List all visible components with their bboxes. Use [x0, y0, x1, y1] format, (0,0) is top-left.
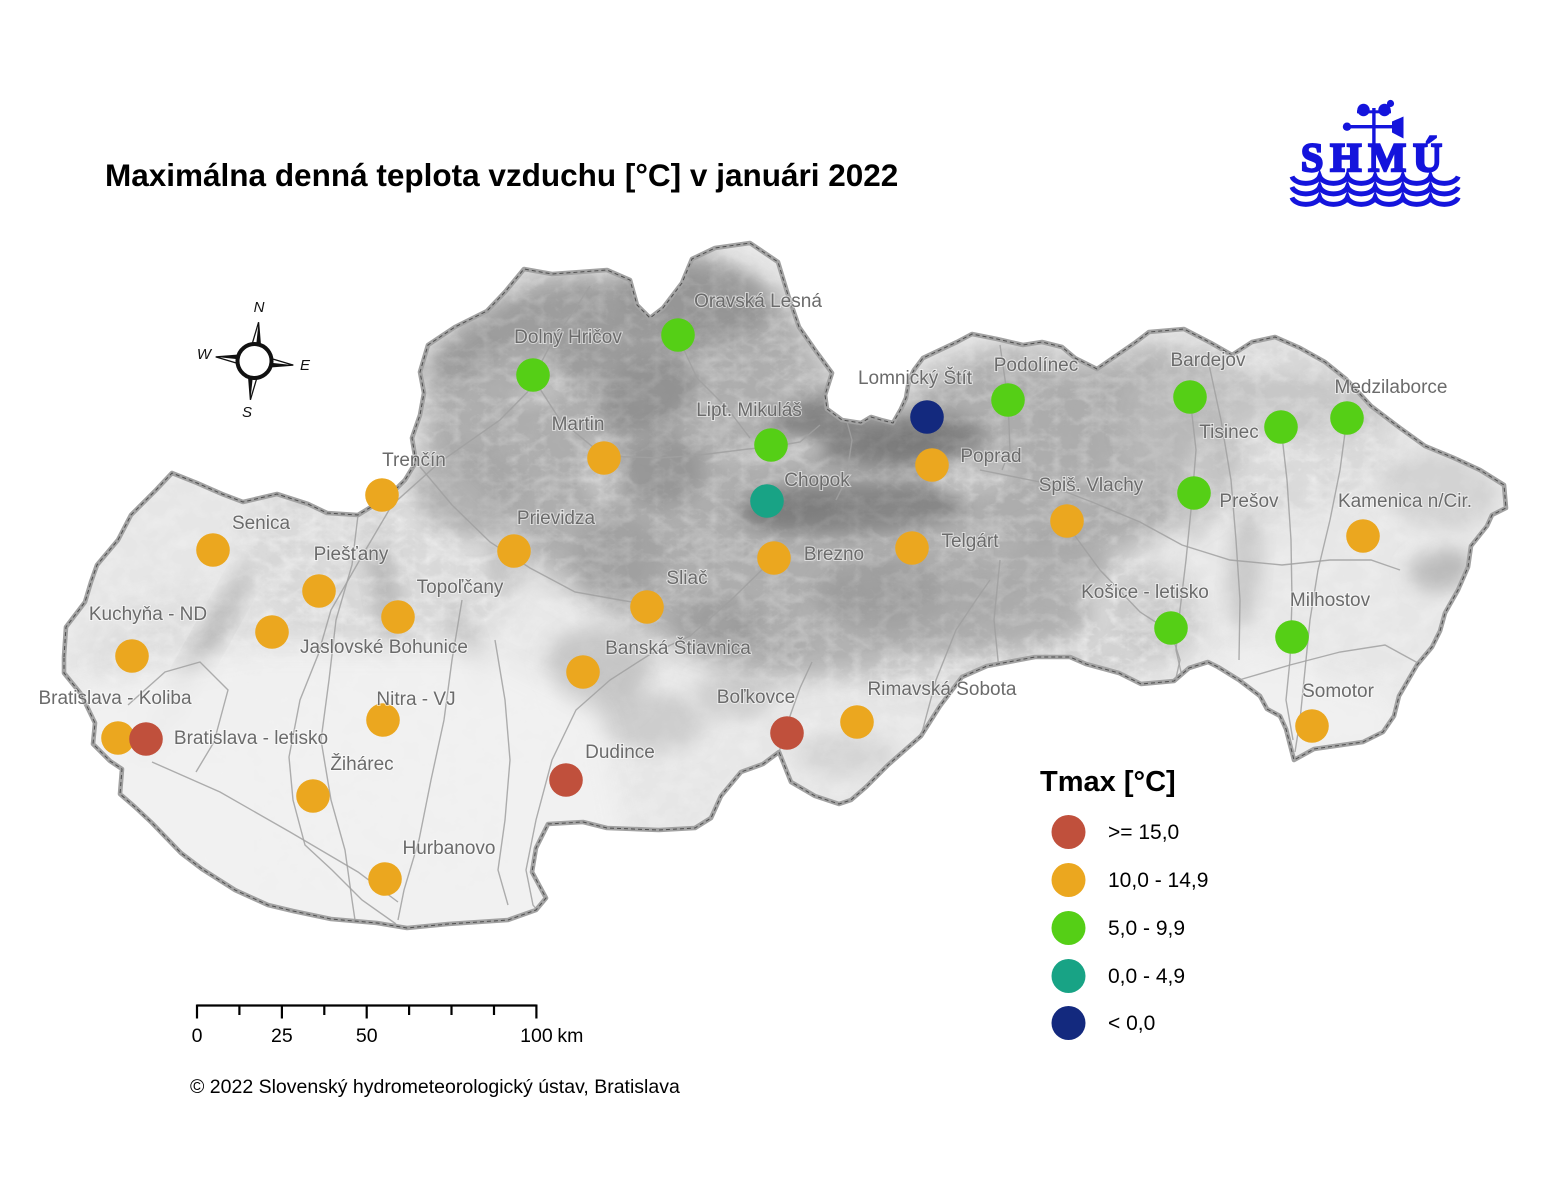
svg-text:SHMÚ: SHMÚ [1301, 135, 1449, 180]
svg-text:N: N [254, 299, 265, 316]
svg-text:Medzilaborce: Medzilaborce [1335, 377, 1448, 398]
svg-text:Boľkovce: Boľkovce [717, 687, 795, 708]
svg-text:km: km [557, 1025, 583, 1047]
svg-text:© 2022 Slovenský hydrometeorol: © 2022 Slovenský hydrometeorologický úst… [190, 1076, 680, 1098]
svg-text:Senica: Senica [232, 513, 291, 534]
svg-text:Sliač: Sliač [666, 568, 707, 589]
svg-text:Poprad: Poprad [960, 446, 1021, 467]
svg-text:Somotor: Somotor [1302, 681, 1374, 702]
svg-text:Chopok: Chopok [784, 470, 850, 491]
svg-text:Milhostov: Milhostov [1290, 590, 1371, 611]
svg-text:0: 0 [192, 1025, 203, 1047]
svg-text:50: 50 [356, 1025, 378, 1047]
svg-text:Oravská Lesná: Oravská Lesná [694, 291, 822, 312]
svg-text:Brezno: Brezno [804, 544, 864, 565]
svg-text:0,0 - 4,9: 0,0 - 4,9 [1108, 965, 1185, 988]
svg-text:Kamenica n/Cir.: Kamenica n/Cir. [1338, 491, 1472, 512]
svg-text:100: 100 [520, 1025, 553, 1047]
svg-text:Tisinec: Tisinec [1199, 422, 1258, 443]
svg-text:25: 25 [271, 1025, 293, 1047]
svg-text:Banská Štiavnica: Banská Štiavnica [605, 637, 751, 659]
svg-text:Lipt. Mikuláš: Lipt. Mikuláš [696, 400, 802, 421]
svg-text:Topoľčany: Topoľčany [417, 577, 504, 598]
svg-text:Trenčín: Trenčín [382, 450, 446, 471]
svg-text:Podolínec: Podolínec [994, 355, 1079, 376]
svg-text:< 0,0: < 0,0 [1108, 1012, 1155, 1035]
svg-text:Kuchyňa - ND: Kuchyňa - ND [89, 604, 207, 625]
svg-text:S: S [242, 404, 252, 421]
svg-text:Dudince: Dudince [585, 742, 655, 763]
svg-text:10,0 - 14,9: 10,0 - 14,9 [1108, 869, 1208, 892]
svg-text:Hurbanovo: Hurbanovo [403, 838, 496, 859]
svg-text:Nitra - VJ: Nitra - VJ [376, 689, 455, 710]
svg-text:Dolný Hričov: Dolný Hričov [514, 327, 622, 348]
svg-text:5,0 - 9,9: 5,0 - 9,9 [1108, 917, 1185, 940]
svg-text:Prešov: Prešov [1219, 491, 1279, 512]
svg-text:Prievidza: Prievidza [517, 508, 596, 529]
svg-text:W: W [197, 346, 213, 363]
svg-text:Bratislava - Koliba: Bratislava - Koliba [38, 688, 192, 709]
svg-text:Martin: Martin [552, 414, 605, 435]
svg-text:>= 15,0: >= 15,0 [1108, 821, 1179, 844]
svg-text:Spiš. Vlachy: Spiš. Vlachy [1039, 475, 1144, 496]
svg-text:Tmax [°C]: Tmax [°C] [1040, 766, 1176, 798]
svg-text:Piešťany: Piešťany [314, 544, 389, 565]
svg-text:E: E [300, 357, 311, 374]
svg-text:Košice - letisko: Košice - letisko [1081, 582, 1209, 603]
svg-text:Bardejov: Bardejov [1171, 350, 1246, 371]
svg-text:Žihárec: Žihárec [330, 753, 393, 775]
svg-text:Rimavská Sobota: Rimavská Sobota [868, 679, 1017, 700]
svg-text:Telgárt: Telgárt [941, 531, 999, 552]
svg-text:Jaslovské Bohunice: Jaslovské Bohunice [300, 637, 468, 658]
svg-text:Lomnický Štít: Lomnický Štít [858, 367, 973, 389]
svg-text:Bratislava - letisko: Bratislava - letisko [174, 728, 328, 749]
svg-text:Maximálna denná teplota vzduch: Maximálna denná teplota vzduchu [°C] v j… [105, 157, 898, 193]
